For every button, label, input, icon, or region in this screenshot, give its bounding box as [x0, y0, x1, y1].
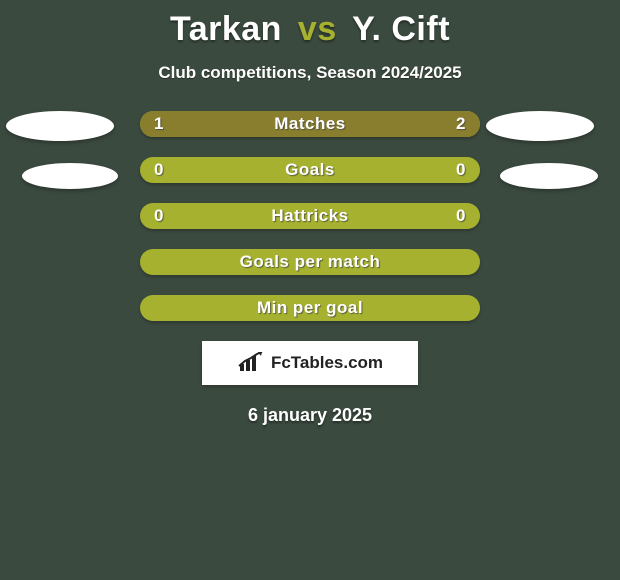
stat-bar-right-value: 0 — [456, 203, 466, 229]
stat-bars: Matches12Goals00Hattricks00Goals per mat… — [140, 111, 480, 321]
player1-photo-placeholder-top — [6, 111, 114, 141]
stat-bar-label: Matches — [140, 111, 480, 137]
source-text: FcTables.com — [271, 353, 383, 373]
stat-bar-left-value: 0 — [154, 203, 164, 229]
player2-photo-placeholder-top — [486, 111, 594, 141]
stat-bar: Hattricks0 0 — [140, 203, 480, 229]
stat-bar: Min per goal — [140, 295, 480, 321]
stat-bar: Matches1 2 — [140, 111, 480, 137]
stat-bar: Goals0 0 — [140, 157, 480, 183]
player2-name: Y. Cift — [352, 10, 450, 48]
stat-bar-right-value: 0 — [456, 157, 466, 183]
stat-bar-label: Goals — [140, 157, 480, 183]
player1-name: Tarkan — [170, 10, 282, 48]
player1-photo-placeholder-bottom — [22, 163, 118, 189]
source-badge: FcTables.com — [202, 341, 418, 385]
stat-bar-left-value: 0 — [154, 157, 164, 183]
stat-bar-label: Goals per match — [140, 249, 480, 275]
chart-icon — [237, 352, 265, 374]
stat-bar-left-value: 1 — [154, 111, 164, 137]
player2-photo-placeholder-bottom — [500, 163, 598, 189]
comparison-title: Tarkan vs Y. Cift — [0, 0, 620, 49]
vs-label: vs — [298, 10, 337, 48]
date-label: 6 january 2025 — [0, 405, 620, 426]
stats-stage: Matches12Goals00Hattricks00Goals per mat… — [0, 111, 620, 426]
stat-bar-right-value: 2 — [456, 111, 466, 137]
stat-bar: Goals per match — [140, 249, 480, 275]
subtitle: Club competitions, Season 2024/2025 — [0, 63, 620, 83]
stat-bar-label: Hattricks — [140, 203, 480, 229]
stat-bar-label: Min per goal — [140, 295, 480, 321]
